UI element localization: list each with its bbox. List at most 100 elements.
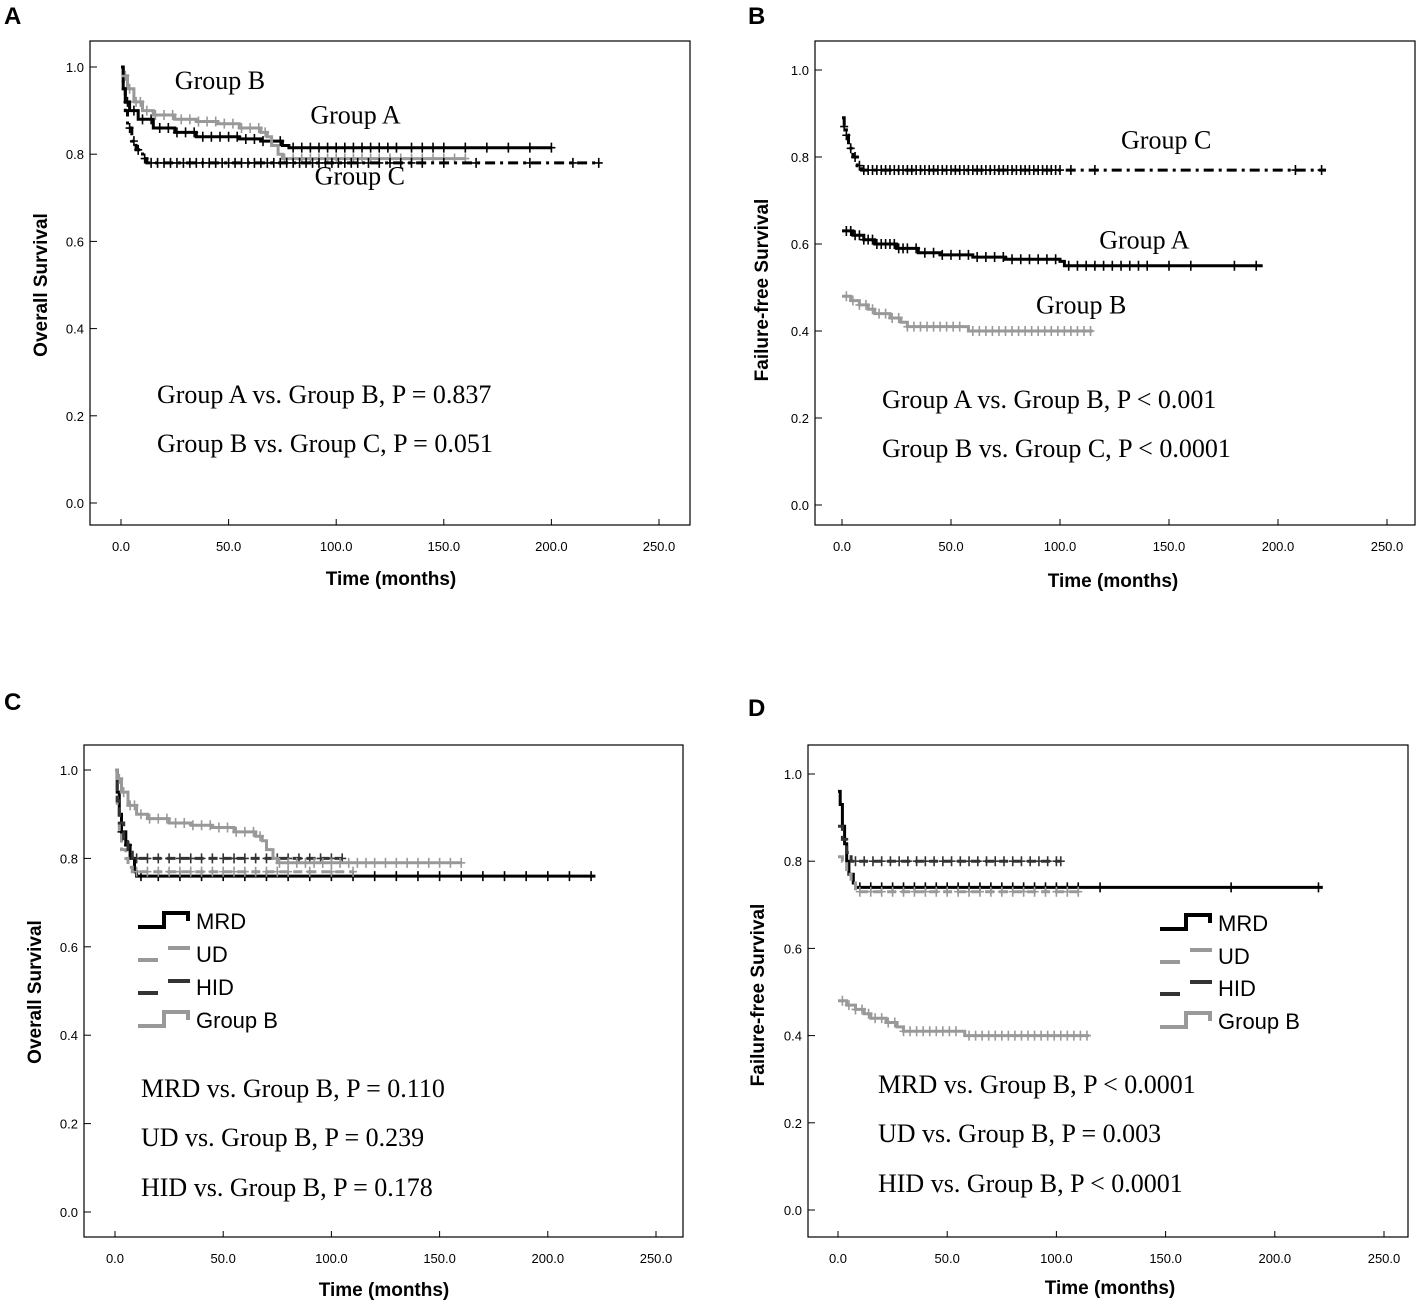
legend-item-group-b: Group B [138,1008,278,1033]
series-line-ud [838,855,1079,894]
legend-item-ud: UD [138,942,228,967]
x-tick-label: 150.0 [1149,1251,1182,1266]
p-value-annotation: Group B vs. Group C, P = 0.051 [157,429,493,458]
censor-mark [991,856,1000,867]
censor-mark [220,118,229,129]
x-tick-label: 200.0 [1262,539,1295,554]
censor-mark [208,866,217,877]
censor-mark [965,886,974,897]
censor-mark [866,886,875,897]
censor-mark [332,142,341,153]
censor-mark [165,866,174,877]
censor-mark [119,787,128,798]
censor-mark [232,826,241,837]
censor-mark [407,142,416,153]
censor-mark [990,252,999,263]
censor-mark [877,886,886,897]
censor-mark [1291,165,1300,176]
x-tick-label: 150.0 [1153,539,1186,554]
censor-mark [250,133,259,144]
x-tick-label: 250.0 [1368,1251,1401,1266]
y-tick-label: 0.6 [791,237,809,252]
censor-mark [840,121,849,132]
censor-mark [129,136,138,147]
censor-mark [185,114,194,125]
plot-frame [89,40,691,526]
censor-mark [1074,886,1083,897]
censor-mark [353,857,362,868]
censor-mark [240,826,249,837]
x-tick-label: 50.0 [935,1251,960,1266]
censor-mark [930,856,939,867]
series-ud [838,855,1083,897]
panel-letter: D [748,695,765,722]
legend-item-hid: HID [1160,976,1256,1001]
censor-mark [115,773,124,784]
censor-mark [877,1013,886,1024]
censor-mark [522,871,531,882]
censor-mark [1025,254,1034,265]
censor-mark [349,866,358,877]
series-line-hid [838,824,1061,863]
censor-mark [175,866,184,877]
y-axis-title: Failure-free Survival [748,904,769,1087]
censor-mark [130,800,139,811]
censor-mark [344,857,353,868]
legend-swatch [138,946,190,962]
legend-label: UD [1218,944,1250,969]
censor-mark [973,252,982,263]
x-axis-title: Time (months) [326,569,457,590]
y-tick-label: 0.0 [784,1203,802,1218]
censor-mark [1064,260,1073,271]
censor-mark [1125,260,1134,271]
censor-mark [888,886,897,897]
censor-mark [851,856,860,867]
censor-mark [1056,856,1065,867]
censor-mark [370,857,379,868]
y-tick-label: 0.8 [60,851,78,866]
censor-mark [932,886,941,897]
panel-c: C 0.0 0.2 0.4 0.6 0.8 1.0 0.0 50.0 100.0 150.0 200.… [4,689,684,1301]
censor-mark [1019,886,1028,897]
y-tick-label: 0.6 [66,234,84,249]
censor-mark [472,157,481,168]
censor-mark [1317,165,1326,176]
censor-mark [457,871,466,882]
censor-mark [292,857,301,868]
censor-mark [899,886,908,897]
censor-mark [228,118,237,129]
x-tick-label: 100.0 [1040,1251,1073,1266]
censor-mark [864,1008,873,1019]
p-value-annotation: Group B vs. Group C, P < 0.0001 [882,434,1231,463]
censor-mark [340,142,349,153]
censor-mark [154,853,163,864]
censor-mark [362,857,371,868]
censor-mark [912,856,921,867]
censor-mark [392,142,401,153]
censor-mark [121,70,130,81]
censor-mark [547,142,556,153]
censor-mark [912,243,921,254]
series-group-b [842,291,1095,336]
censor-mark [1056,165,1064,176]
censor-mark [846,143,855,154]
panel-letter: A [4,3,21,30]
plot-frame [83,744,684,1238]
y-tick-label: 0.8 [791,150,809,165]
censor-mark [275,857,284,868]
plot-frame [807,744,1409,1238]
censor-mark [955,321,964,332]
censor-mark [868,856,877,867]
y-axis-title: Overall Survival [25,920,46,1064]
legend-label: MRD [196,909,246,934]
censor-mark [237,123,246,134]
curve-label: Group C [1121,125,1211,154]
censor-mark [877,856,886,867]
censor-mark [145,813,154,824]
censor-mark [246,123,255,134]
censor-mark [461,142,470,153]
censor-mark [219,853,228,864]
censor-mark [353,157,362,168]
censor-mark [921,886,930,897]
y-tick-label: 0.8 [66,147,84,162]
